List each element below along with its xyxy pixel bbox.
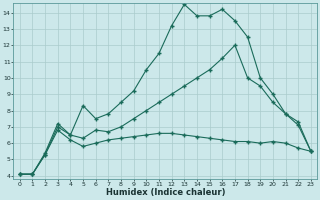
X-axis label: Humidex (Indice chaleur): Humidex (Indice chaleur) [106, 188, 225, 197]
